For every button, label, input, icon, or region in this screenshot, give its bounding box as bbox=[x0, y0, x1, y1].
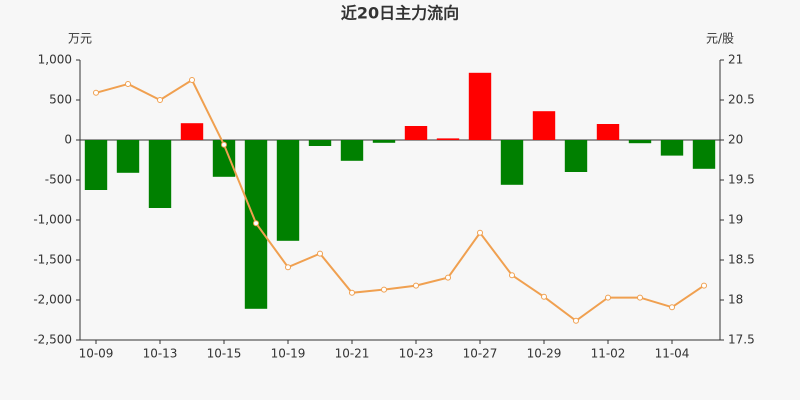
bar bbox=[532, 111, 556, 140]
bar bbox=[340, 140, 364, 161]
price-point bbox=[573, 317, 579, 324]
price-point bbox=[317, 250, 323, 257]
bar bbox=[308, 140, 332, 146]
price-point bbox=[413, 282, 419, 289]
bar bbox=[84, 140, 108, 190]
price-point bbox=[445, 274, 451, 281]
price-point bbox=[509, 272, 515, 279]
price-point bbox=[221, 141, 227, 148]
price-point bbox=[381, 286, 387, 293]
bar bbox=[148, 140, 172, 208]
y2-tick-label: 19.5 bbox=[728, 173, 755, 187]
bar bbox=[564, 140, 588, 172]
y-tick-label: -1,500 bbox=[33, 253, 72, 267]
price-point bbox=[189, 77, 195, 83]
bar bbox=[468, 72, 492, 140]
price-point bbox=[349, 289, 355, 296]
bar bbox=[596, 124, 620, 140]
y-tick-label: -500 bbox=[45, 173, 72, 187]
bar bbox=[692, 140, 716, 169]
price-point bbox=[125, 81, 131, 87]
y2-axis-label: 元/股 bbox=[706, 32, 734, 46]
y-tick-label: -2,000 bbox=[33, 293, 72, 307]
x-tick-label: 10-23 bbox=[399, 347, 434, 361]
y2-tick-label: 18.5 bbox=[728, 253, 755, 267]
x-tick-label: 10-21 bbox=[335, 347, 370, 361]
price-point bbox=[541, 293, 547, 300]
y-tick-label: 500 bbox=[49, 93, 72, 107]
y-tick-label: 0 bbox=[64, 133, 72, 147]
x-tick-label: 10-09 bbox=[79, 347, 114, 361]
bar bbox=[372, 140, 396, 143]
x-tick-label: 10-19 bbox=[271, 347, 306, 361]
price-point bbox=[701, 282, 707, 289]
bar bbox=[212, 140, 236, 177]
price-point bbox=[285, 264, 291, 271]
price-line bbox=[95, 78, 705, 323]
bar bbox=[116, 140, 140, 173]
price-point bbox=[605, 294, 611, 301]
y2-tick-label: 21 bbox=[728, 53, 743, 67]
bar bbox=[500, 140, 524, 185]
x-tick-label: 10-13 bbox=[143, 347, 178, 361]
x-tick-label: 10-15 bbox=[207, 347, 242, 361]
bar bbox=[180, 123, 204, 140]
x-tick-label: 10-29 bbox=[527, 347, 562, 361]
x-tick-label: 11-02 bbox=[591, 347, 626, 361]
bar bbox=[660, 140, 684, 156]
y-axis-label: 万元 bbox=[68, 32, 92, 46]
bar bbox=[404, 126, 428, 140]
bar bbox=[436, 138, 460, 140]
y-tick-label: -1,000 bbox=[33, 213, 72, 227]
price-point bbox=[157, 97, 163, 103]
bar bbox=[276, 140, 300, 241]
price-point bbox=[253, 220, 259, 227]
y2-tick-label: 18 bbox=[728, 293, 743, 307]
x-tick-label: 10-27 bbox=[463, 347, 498, 361]
price-point bbox=[669, 304, 675, 311]
chart-title: 近20日主力流向 bbox=[341, 4, 459, 23]
price-point bbox=[93, 89, 99, 96]
price-point bbox=[637, 294, 643, 301]
y-tick-label: 1,000 bbox=[38, 53, 72, 67]
y-tick-label: -2,500 bbox=[33, 333, 72, 347]
y2-tick-label: 19 bbox=[728, 213, 743, 227]
bar bbox=[628, 140, 652, 144]
y2-tick-label: 20.5 bbox=[728, 93, 755, 107]
y2-tick-label: 17.5 bbox=[728, 333, 755, 347]
price-point bbox=[477, 229, 483, 236]
y2-tick-label: 20 bbox=[728, 133, 743, 147]
x-tick-label: 11-04 bbox=[655, 347, 690, 361]
